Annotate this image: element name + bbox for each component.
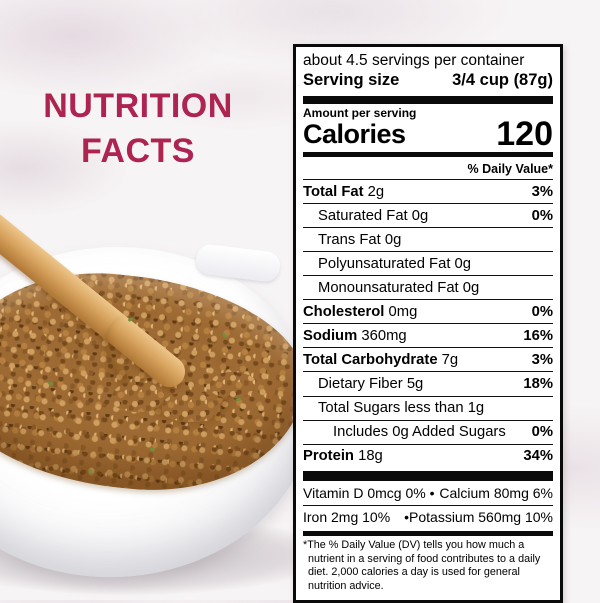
nutrient-amount: 0g bbox=[450, 255, 472, 272]
calories-row: Calories 120 bbox=[303, 114, 553, 153]
herb-fleck bbox=[127, 316, 134, 323]
nutrient-dv: 3% bbox=[531, 183, 553, 200]
herb-fleck bbox=[149, 447, 156, 452]
nutrient-amount: less than 1g bbox=[400, 400, 485, 417]
title-line-facts: FACTS bbox=[81, 132, 195, 170]
nutrient-name: Sodium bbox=[303, 327, 358, 344]
bowl-shadow bbox=[0, 515, 330, 595]
nutrient-row-total-sugars: Total Sugars less than 1g bbox=[303, 395, 553, 420]
nutrient-row-added-sugars: Includes 0g Added Sugars 0% bbox=[303, 419, 553, 444]
nutrient-dv: 16% bbox=[523, 327, 553, 344]
micronutrient-row-1: Vitamin D 0mcg 0% • Calcium 80mg 6% bbox=[303, 483, 553, 506]
nutrient-dv: 0% bbox=[531, 207, 553, 224]
crumble-blob bbox=[162, 392, 220, 422]
micronutrient-row-2: Iron 2mg 10% •Potassium 560mg 10% bbox=[303, 505, 553, 529]
serving-size-row: Serving size 3/4 cup (87g) bbox=[303, 70, 553, 91]
calories-value: 120 bbox=[496, 114, 553, 153]
nutrient-name: Monounsaturated Fat bbox=[318, 279, 459, 296]
nutrient-name: Includes 0g Added Sugars bbox=[333, 424, 506, 441]
serving-size-label: Serving size bbox=[303, 71, 400, 90]
white-bowl bbox=[0, 236, 322, 588]
nutrient-name: Cholesterol bbox=[303, 303, 385, 320]
crumble-blob bbox=[210, 372, 256, 398]
nutrient-amount: 0g bbox=[458, 279, 480, 296]
daily-value-header: % Daily Value* bbox=[467, 162, 553, 177]
ground-crumbles bbox=[0, 258, 315, 506]
crumble-blob bbox=[112, 382, 164, 412]
divider-bar-thick bbox=[303, 95, 553, 104]
nutrient-amount: 7g bbox=[437, 351, 459, 368]
nutrient-name: Saturated Fat bbox=[318, 207, 408, 224]
herb-fleck bbox=[221, 332, 228, 339]
nutrient-amount: 0g bbox=[407, 207, 429, 224]
nutrient-dv: 0% bbox=[531, 303, 553, 320]
nutrition-facts-label: about 4.5 servings per container Serving… bbox=[293, 44, 563, 603]
herb-fleck bbox=[235, 397, 242, 402]
micronutrient-right: •Potassium 560mg 10% bbox=[404, 508, 553, 525]
nutrient-name: Protein bbox=[303, 448, 354, 465]
nutrient-name: Total Sugars bbox=[318, 400, 401, 417]
nutrient-name: Dietary Fiber bbox=[318, 375, 403, 392]
herb-fleck bbox=[87, 468, 94, 475]
divider-bar-medium bbox=[303, 152, 553, 158]
nutrient-name: Total Carbohydrate bbox=[303, 351, 438, 368]
micronutrient-left: Vitamin D 0mcg 0% • bbox=[303, 485, 435, 502]
nutrient-row-saturated-fat: Saturated Fat 0g 0% bbox=[303, 203, 553, 227]
serving-size-value: 3/4 cup (87g) bbox=[452, 71, 553, 90]
nutrient-amount: 2g bbox=[363, 183, 385, 200]
bowl-rim-handle bbox=[194, 242, 282, 284]
page-title: NUTRITION FACTS bbox=[16, 84, 260, 174]
nutrient-row-dietary-fiber: Dietary Fiber 5g 18% bbox=[303, 371, 553, 395]
herb-fleck bbox=[47, 381, 54, 386]
divider-bar-thick bbox=[303, 470, 553, 481]
nutrient-name: Polyunsaturated Fat bbox=[318, 255, 451, 272]
nutrient-row-protein: Protein 18g 34% bbox=[303, 443, 553, 468]
nutrient-amount: 5g bbox=[402, 375, 424, 392]
nutrient-dv: 3% bbox=[531, 351, 553, 368]
daily-value-footnote: *The % Daily Value (DV) tells you how mu… bbox=[303, 538, 541, 593]
title-line-nutrition: NUTRITION bbox=[43, 87, 233, 125]
calories-label: Calories bbox=[303, 119, 406, 150]
nutrient-row-trans-fat: Trans Fat 0g bbox=[303, 227, 553, 251]
nutrient-name: Total Fat bbox=[303, 183, 364, 200]
nutrient-dv: 18% bbox=[523, 375, 553, 392]
nutrient-row-monounsaturated-fat: Monounsaturated Fat 0g bbox=[303, 275, 553, 299]
micronutrient-right: Calcium 80mg 6% bbox=[439, 485, 553, 502]
nutrient-amount: 0mg bbox=[384, 303, 418, 320]
servings-per-container: about 4.5 servings per container bbox=[303, 52, 525, 69]
nutrient-amount: 360mg bbox=[357, 327, 407, 344]
nutrient-amount: 0g bbox=[380, 231, 402, 248]
wooden-spoon-handle bbox=[0, 204, 192, 394]
nutrient-amount: 18g bbox=[353, 448, 383, 465]
nutrient-dv: 34% bbox=[523, 448, 553, 465]
wooden-spoon-head bbox=[86, 291, 249, 439]
divider-bar-medium bbox=[303, 530, 553, 536]
nutrient-row-total-fat: Total Fat 2g 3% bbox=[303, 179, 553, 203]
nutrient-row-total-carbohydrate: Total Carbohydrate 7g 3% bbox=[303, 347, 553, 371]
nutrient-row-cholesterol: Cholesterol 0mg 0% bbox=[303, 299, 553, 323]
nutrient-row-polyunsaturated-fat: Polyunsaturated Fat 0g bbox=[303, 251, 553, 275]
nutrient-dv: 0% bbox=[531, 424, 553, 441]
amount-per-serving-label: Amount per serving bbox=[303, 105, 417, 120]
nutrient-row-sodium: Sodium 360mg 16% bbox=[303, 323, 553, 347]
micronutrient-left: Iron 2mg 10% bbox=[303, 508, 391, 525]
nutrient-name: Trans Fat bbox=[318, 231, 381, 248]
